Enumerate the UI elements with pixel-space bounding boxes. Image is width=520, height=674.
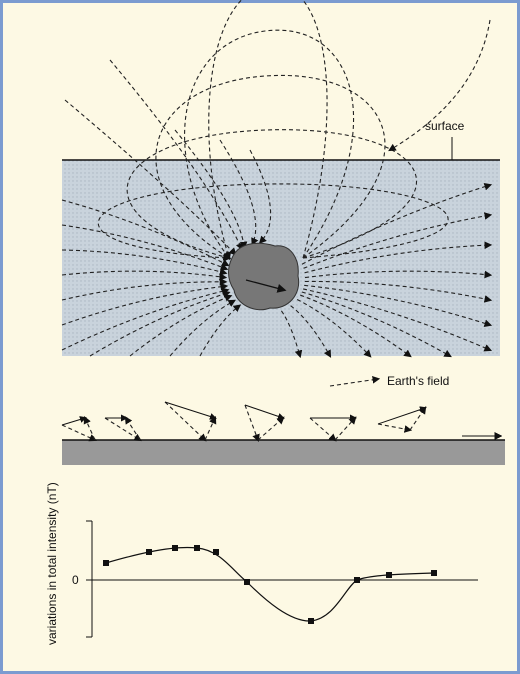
profile-point [308, 618, 314, 624]
figure: surface Earth's field 0 variations in to… [0, 0, 520, 674]
profile-point [386, 572, 392, 578]
axis-label: variations in total intensity (nT) [45, 482, 59, 645]
profile-point [146, 549, 152, 555]
zero-label: 0 [72, 573, 79, 587]
profile-point [354, 577, 360, 583]
strip [62, 440, 505, 465]
profile-point [172, 545, 178, 551]
anomaly-body [229, 243, 299, 309]
profile-point [213, 549, 219, 555]
profile-point [431, 570, 437, 576]
profile-point [103, 560, 109, 566]
profile-point [244, 579, 250, 585]
legend-label: Earth's field [387, 374, 449, 388]
profile-point [194, 545, 200, 551]
